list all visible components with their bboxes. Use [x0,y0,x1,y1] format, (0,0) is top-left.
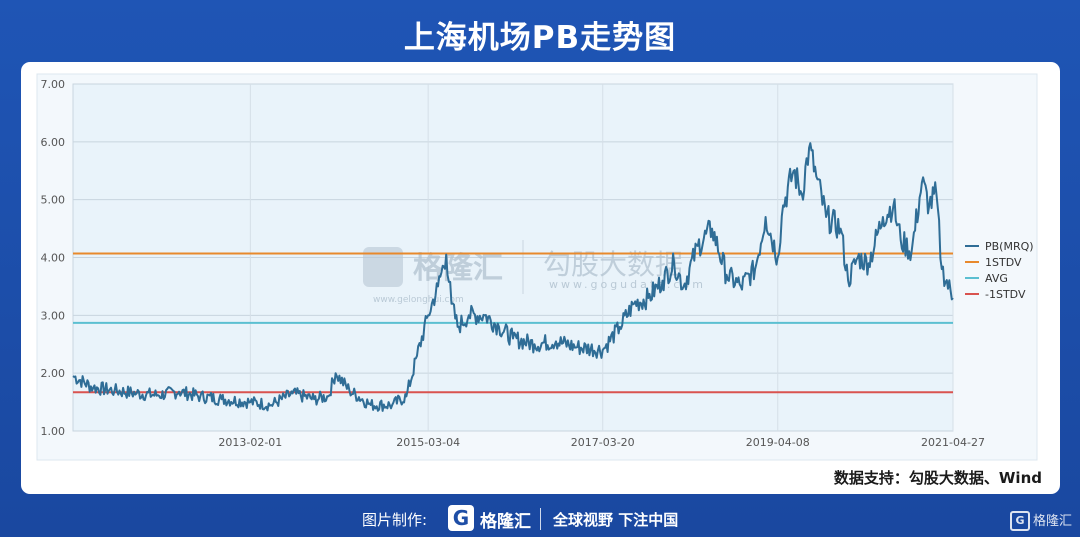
watermark-brand-url: www.gelonghui.com [373,295,464,305]
y-tick-label: 7.00 [41,78,66,91]
legend-label: AVG [985,272,1008,285]
series-line-pb-mrq [72,142,954,412]
legend-label: 1STDV [985,256,1022,269]
legend-label: PB(MRQ) [985,240,1034,253]
y-tick-label: 1.00 [41,425,66,438]
y-tick-label: 6.00 [41,136,66,149]
y-tick-label: 3.00 [41,309,66,322]
slogan: 全球视野 下注中国 [553,511,679,529]
x-tick-label: 2017-03-20 [571,436,635,449]
x-tick-label: 2015-03-04 [396,436,460,449]
footer-bar: 图片制作: G 格隆汇 全球视野 下注中国 G 格隆汇 [0,500,1080,537]
made-by-label: 图片制作: [362,511,428,529]
y-tick-label: 5.00 [41,194,66,207]
footer-divider [540,508,541,530]
chart-card: 1.00 2.00 3.00 4.00 5.00 6.00 7.00 2013-02-01 20… [21,62,1060,494]
corner-logo-icon: G [1009,511,1030,531]
chart-svg: 1.00 2.00 3.00 4.00 5.00 6.00 7.00 2013-02-01 20… [36,73,1038,461]
y-tick-label: 2.00 [41,367,66,380]
watermark-brand: 格隆汇 [413,251,503,286]
brand-logo-icon: G [448,505,474,531]
brand-logo-text: 格隆汇 [480,512,531,532]
legend-label: -1STDV [985,288,1026,301]
data-source-label: 数据支持：勾股大数据、Wind [833,469,1042,487]
x-tick-label: 2019-04-08 [746,436,810,449]
x-tick-label: 2013-02-01 [218,436,282,449]
y-tick-label: 4.00 [41,252,66,265]
page-title: 上海机场PB走势图 [403,20,677,56]
x-tick-label: 2021-04-27 [921,436,985,449]
plot-area: 1.00 2.00 3.00 4.00 5.00 6.00 7.00 2013-02-01 20… [36,73,1038,461]
corner-logo-text: 格隆汇 [1032,513,1072,529]
corner-brand-logo: G 格隆汇 [1009,510,1072,531]
watermark-logo-icon [363,247,403,287]
